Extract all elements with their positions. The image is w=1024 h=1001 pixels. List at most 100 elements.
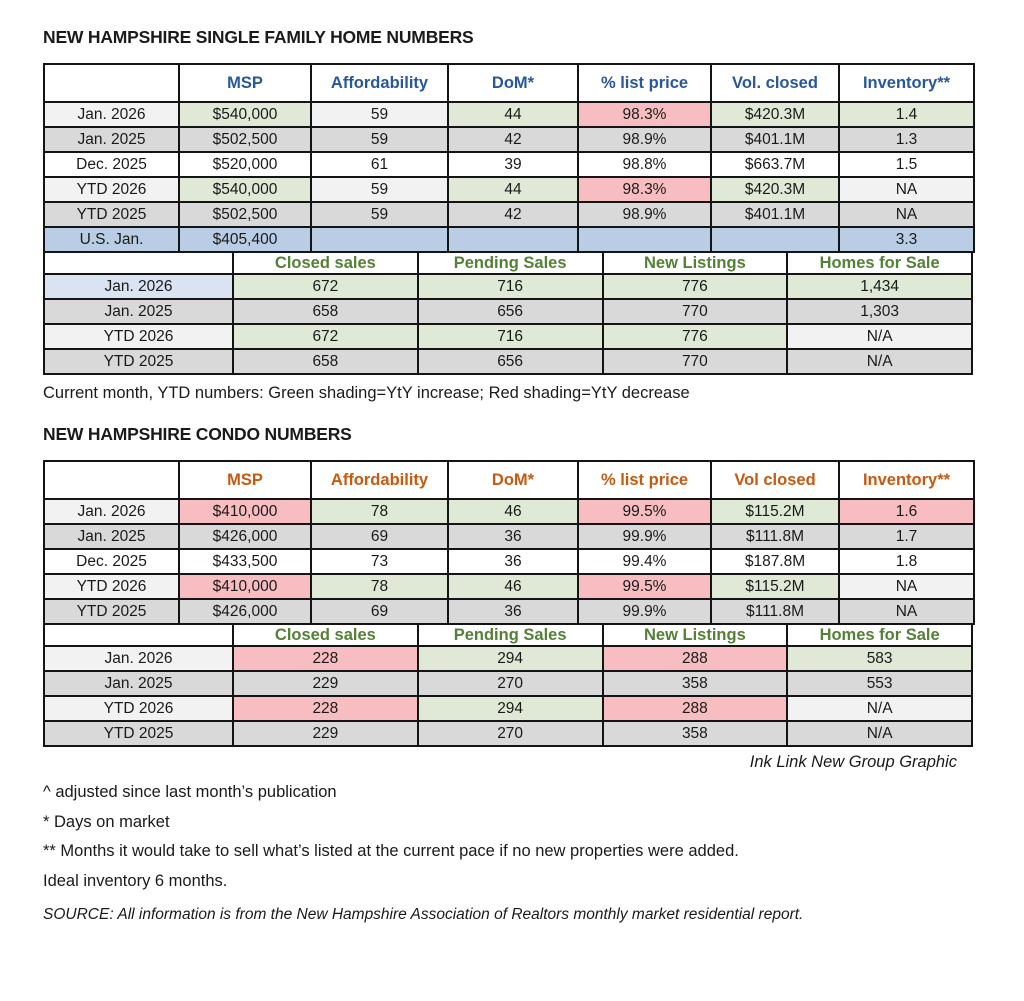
column-header: New Listings [601,623,789,647]
data-cell: N/A [786,323,973,350]
data-cell: $426,000 [178,598,312,625]
data-cell: N/A [786,348,973,375]
data-cell: 44 [447,176,579,203]
data-cell: $502,500 [178,126,312,153]
data-cell: 228 [232,695,419,722]
column-header: Vol. closed [710,63,840,103]
data-cell: $663.7M [710,151,840,178]
data-cell: 229 [232,670,419,697]
data-cell: 288 [601,645,789,672]
data-cell: $502,500 [178,201,312,228]
data-cell: 36 [447,523,579,550]
row-label: Jan. 2026 [43,101,180,128]
data-cell: NA [838,598,975,625]
data-cell: 288 [601,695,789,722]
data-cell: $520,000 [178,151,312,178]
table-row: YTD 2026 $410,000 78 46 99.5% $115.2M NA [43,573,975,600]
row-label: Jan. 2026 [43,273,234,300]
data-cell: $401.1M [710,126,840,153]
data-cell: 1.8 [838,548,975,575]
data-cell: 98.3% [577,176,712,203]
data-cell: 59 [310,201,449,228]
source-note: SOURCE: All information is from the New … [43,905,804,923]
table-row: YTD 2025 $502,500 59 42 98.9% $401.1M NA [43,201,975,228]
row-label: Dec. 2025 [43,548,180,575]
data-cell: 99.5% [577,498,712,525]
row-label: Jan. 2026 [43,645,234,672]
data-cell: $420.3M [710,101,840,128]
data-cell: $433,500 [178,548,312,575]
data-cell: 1.3 [838,126,975,153]
data-cell: 294 [416,645,604,672]
condo-stats-table: MSP Affordability DoM*% list price Vol clos… [43,460,975,625]
data-cell: 39 [447,151,579,178]
table-row: Jan. 2025 $502,500 59 42 98.9% $401.1M 1.3 [43,126,975,153]
table-row: Jan. 2026 $540,000 59 44 98.3% $420.3M 1.4 [43,101,975,128]
data-cell: 770 [601,298,789,325]
data-cell: $115.2M [710,573,840,600]
data-cell: 59 [310,176,449,203]
header-row: MSP Affordability DoM*% list price Vol clos… [43,460,975,500]
data-cell: NA [838,573,975,600]
footnote-days-on-market: * Days on market [43,812,170,831]
data-cell: 776 [601,323,789,350]
row-label: YTD 2025 [43,720,234,747]
row-label: YTD 2026 [43,323,234,350]
data-cell: 42 [447,201,579,228]
single-family-title: NEW HAMPSHIRE SINGLE FAMILY HOME NUMBERS [43,27,474,47]
data-cell: 270 [416,720,604,747]
data-cell: 358 [601,720,789,747]
data-cell: 98.9% [577,201,712,228]
data-cell: 69 [310,598,449,625]
row-label: YTD 2026 [43,573,180,600]
column-header: Homes for Sale [786,251,973,275]
row-label: Jan. 2025 [43,126,180,153]
data-cell: $405,400 [178,226,312,253]
table-row: YTD 2026 672 716 776 N/A [43,323,973,350]
column-header: MSP [178,63,312,103]
data-cell: 228 [232,645,419,672]
data-cell: 44 [447,101,579,128]
footnotes: ^ adjusted since last month’s publicatio… [43,778,973,929]
data-cell: 69 [310,523,449,550]
column-header: Vol closed [710,460,840,500]
data-cell: 1.6 [838,498,975,525]
data-cell: 59 [310,126,449,153]
column-header: Affordability [310,63,449,103]
data-cell: $426,000 [178,523,312,550]
data-cell: 1,303 [786,298,973,325]
data-cell: 78 [310,573,449,600]
data-cell: 3.3 [838,226,975,253]
row-label-header [43,623,234,647]
table-row: Jan. 2026 228 294 288 583 [43,645,973,672]
column-header: Pending Sales [416,251,604,275]
table-row: YTD 2025 $426,000 69 36 99.9% $111.8M NA [43,598,975,625]
table-row: YTD 2026 $540,000 59 44 98.3% $420.3M NA [43,176,975,203]
row-label: Jan. 2026 [43,498,180,525]
data-cell [447,226,579,253]
row-label: YTD 2026 [43,695,234,722]
table-row: YTD 2025 229 270 358 N/A [43,720,973,747]
row-label: YTD 2025 [43,598,180,625]
row-label: YTD 2025 [43,201,180,228]
condo-activity-table: Closed sales Pending Sales New Listings Hom… [43,623,973,747]
row-label: Jan. 2025 [43,670,234,697]
single-family-activity-table: Closed sales Pending Sales New Listings Hom… [43,251,973,375]
data-cell: 78 [310,498,449,525]
data-cell: 358 [601,670,789,697]
single-family-stats-table: MSP Affordability DoM*% list price Vol. clo… [43,63,975,253]
table-row: Jan. 2026 $410,000 78 46 99.5% $115.2M 1.6 [43,498,975,525]
data-cell [577,226,712,253]
header-row: Closed sales Pending Sales New Listings Hom… [43,623,973,647]
data-cell: $401.1M [710,201,840,228]
data-cell: 553 [786,670,973,697]
table-row: Dec. 2025 $433,500 73 36 99.4% $187.8M 1.8 [43,548,975,575]
footnote-inventory: ** Months it would take to sell what’s l… [43,842,739,861]
data-cell: 656 [416,298,604,325]
data-cell: 583 [786,645,973,672]
row-label: Jan. 2025 [43,298,234,325]
data-cell: 672 [232,323,419,350]
data-cell: 716 [416,273,604,300]
data-cell: 1.4 [838,101,975,128]
data-cell: N/A [786,720,973,747]
